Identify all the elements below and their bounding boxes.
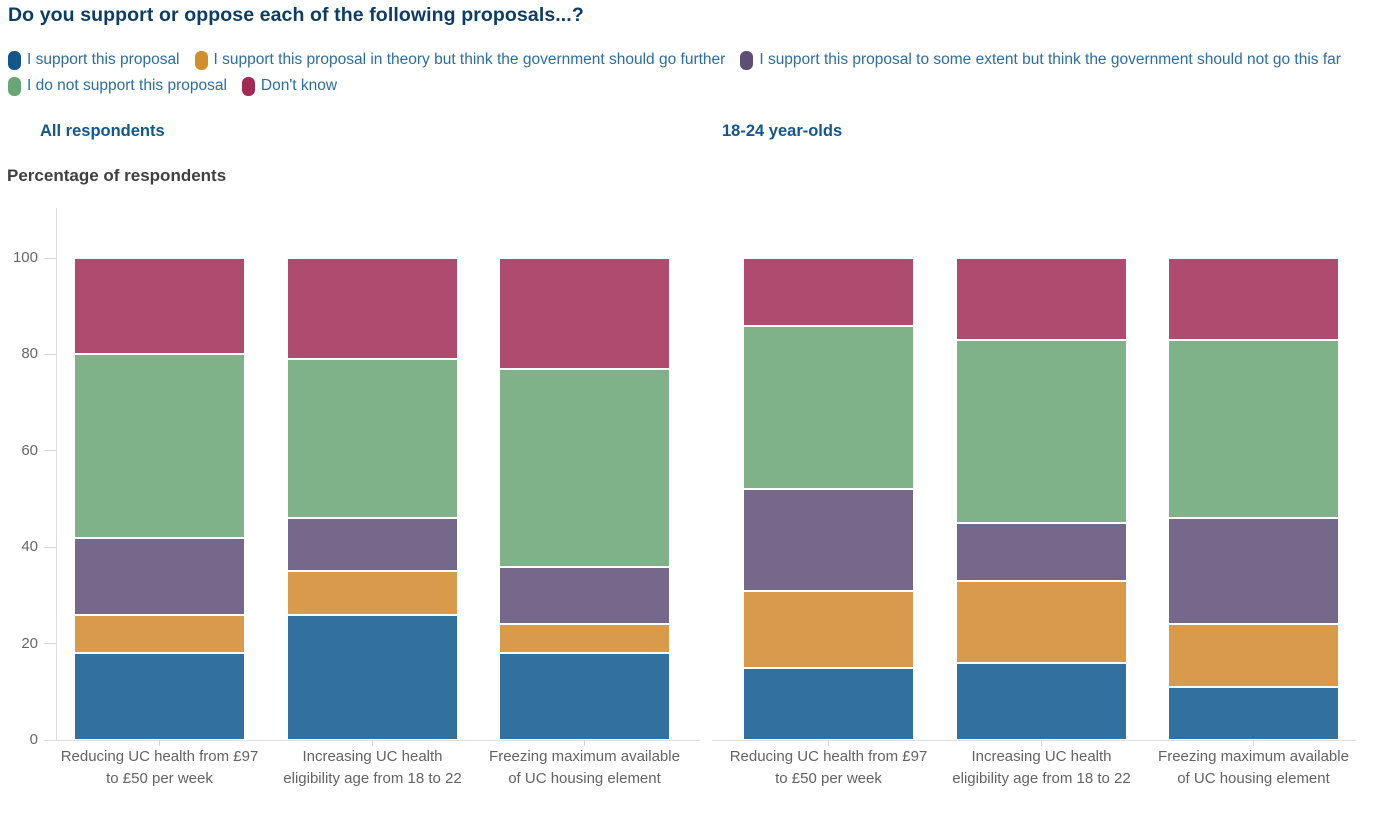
stacked-bar [74, 258, 245, 740]
stacked-bar [956, 258, 1127, 740]
legend-swatch-icon [8, 76, 21, 96]
bar-segment [1168, 686, 1339, 740]
bar-segment [956, 523, 1127, 581]
x-category-label: Freezing maximum available of UC housing… [489, 748, 680, 787]
bar-segment [956, 580, 1127, 663]
legend-label: I do not support this proposal [27, 77, 227, 94]
x-tick-line [584, 740, 585, 746]
y-tick-label: 60 [21, 441, 38, 459]
bar-segment [1168, 518, 1339, 625]
y-tick-line [44, 546, 56, 548]
bar-segment [74, 614, 245, 654]
x-category-label: Reducing UC health from £97 to £50 per w… [60, 748, 259, 787]
y-tick-line [44, 450, 56, 452]
facet-subtitle-all-respondents: All respondents [40, 122, 165, 140]
legend-label: I support this proposal in theory but th… [213, 51, 726, 68]
bar-segment [956, 662, 1127, 740]
bar-segment [499, 653, 670, 740]
bar-segment [743, 489, 914, 591]
y-tick-label: 20 [21, 634, 38, 652]
x-axis-line [712, 740, 1356, 741]
bar-segment [499, 368, 670, 567]
bar-segment [74, 537, 245, 615]
y-axis-title: Percentage of respondents [7, 166, 227, 185]
bar-segment [1168, 258, 1339, 340]
y-tick-label: 100 [12, 249, 38, 266]
legend-item: I support this proposal [8, 49, 180, 71]
facet-subtitle-18-24: 18-24 year-olds [722, 122, 843, 140]
legend-label: Don't know [260, 77, 338, 94]
bar-segment [74, 653, 245, 740]
bar-segment [74, 354, 245, 538]
legend-item: Don't know [241, 75, 338, 97]
legend-item: I support this proposal to some extent b… [740, 49, 1341, 71]
x-tick-line [159, 740, 160, 746]
bar-segment [956, 339, 1127, 524]
legend-label: I support this proposal [27, 51, 180, 68]
legend-item: I support this proposal in theory but th… [194, 49, 726, 71]
bar-segment [499, 624, 670, 654]
legend-swatch-icon [8, 50, 21, 70]
x-tick-line [828, 740, 829, 746]
y-tick-line [44, 353, 56, 355]
legend-swatch-icon [241, 76, 255, 96]
legend-swatch-icon [194, 50, 208, 70]
stacked-bar [287, 258, 458, 740]
chart-title: Do you support or oppose each of the fol… [8, 4, 584, 26]
x-category-label: Freezing maximum available of UC housing… [1158, 748, 1349, 787]
bar-segment [743, 325, 914, 490]
bar-segment [287, 518, 458, 572]
bar-segment [1168, 339, 1339, 519]
x-tick-line [1041, 740, 1042, 746]
bar-segment [956, 258, 1127, 340]
bar-segment [74, 258, 245, 355]
y-axis-line [56, 208, 57, 740]
legend: I support this proposal I support this pr… [8, 49, 1390, 97]
y-tick-line [44, 643, 56, 645]
bar-segment [743, 258, 914, 326]
x-tick-line [372, 740, 373, 746]
x-category-label: Reducing UC health from £97 to £50 per w… [729, 748, 928, 787]
bar-segment [743, 590, 914, 668]
y-tick-label: 0 [29, 731, 38, 748]
stacked-bar [743, 258, 914, 740]
bar-segment [287, 258, 458, 360]
bar-segment [287, 571, 458, 615]
bar-segment [287, 614, 458, 740]
x-tick-line [1253, 740, 1254, 746]
stacked-bar [1168, 258, 1339, 740]
x-category-label: Increasing UC health eligibility age fro… [283, 748, 462, 787]
legend-label: I support this proposal to some extent b… [759, 51, 1341, 68]
stacked-bar [499, 258, 670, 740]
bar-segment [499, 566, 670, 625]
y-tick-line [44, 257, 56, 259]
bar-segment [287, 359, 458, 519]
y-tick-label: 40 [21, 538, 38, 556]
legend-item: I do not support this proposal [8, 75, 227, 97]
bar-segment [1168, 624, 1339, 687]
y-tick-label: 80 [21, 345, 38, 363]
legend-swatch-icon [740, 50, 754, 70]
x-category-label: Increasing UC health eligibility age fro… [952, 748, 1131, 787]
bar-segment [743, 667, 914, 740]
bar-segment [499, 258, 670, 369]
